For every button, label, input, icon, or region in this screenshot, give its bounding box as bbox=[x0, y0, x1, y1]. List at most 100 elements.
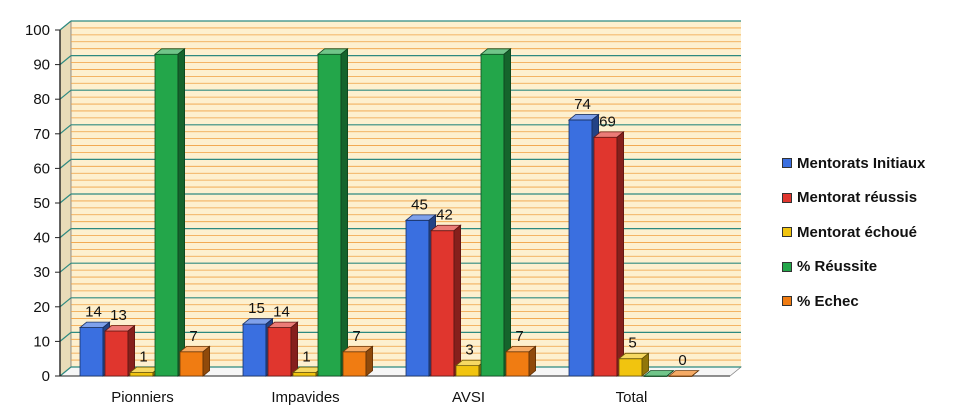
y-tick-label: 80 bbox=[33, 91, 50, 108]
bar-side bbox=[616, 131, 624, 377]
y-tick-label: 30 bbox=[33, 264, 50, 281]
gridline-side bbox=[59, 331, 72, 342]
gridline-side bbox=[59, 20, 72, 31]
gridline-side bbox=[59, 89, 72, 100]
bar bbox=[153, 47, 186, 377]
bars bbox=[78, 47, 700, 377]
bar-front bbox=[455, 365, 480, 377]
data-label: 69 bbox=[599, 113, 616, 130]
bar bbox=[178, 345, 211, 377]
data-label: 3 bbox=[465, 342, 473, 359]
bar-front bbox=[104, 330, 129, 377]
bar-side bbox=[290, 321, 299, 377]
bar bbox=[504, 345, 537, 377]
bar-front bbox=[505, 351, 530, 377]
legend-swatch bbox=[782, 192, 792, 203]
bar-front bbox=[179, 351, 204, 377]
bar-front bbox=[154, 53, 179, 377]
bar bbox=[266, 321, 299, 377]
legend-label: Mentorat réussis bbox=[797, 189, 918, 207]
bar bbox=[103, 324, 136, 377]
data-label: 14 bbox=[273, 304, 290, 321]
legend-item: Mentorat réussis bbox=[782, 181, 925, 216]
legend-item: Mentorats Initiaux bbox=[782, 146, 925, 181]
data-label: 0 bbox=[678, 352, 686, 369]
bar bbox=[316, 47, 349, 377]
data-label: 7 bbox=[515, 328, 523, 345]
y-tick-label: 0 bbox=[42, 368, 50, 385]
bar bbox=[429, 224, 462, 377]
gridline-side bbox=[59, 366, 72, 377]
legend-label: Mentorat échoué bbox=[797, 223, 918, 241]
bar-side bbox=[666, 370, 674, 377]
data-label: 42 bbox=[436, 207, 453, 224]
bar-front bbox=[618, 358, 643, 377]
y-tick-label: 100 bbox=[25, 22, 50, 39]
x-tick-label: Total bbox=[616, 389, 648, 406]
bar bbox=[617, 352, 650, 377]
bar-front bbox=[292, 372, 317, 377]
legend-item: % Réussite bbox=[782, 250, 925, 285]
bar-side bbox=[127, 324, 136, 377]
bar-side bbox=[453, 224, 462, 377]
y-tick-label: 50 bbox=[33, 195, 50, 212]
legend-swatch bbox=[782, 158, 792, 169]
legend: Mentorats Initiaux Mentorat réussis Mentor… bbox=[782, 146, 925, 319]
bar-front bbox=[405, 219, 430, 377]
data-label: 7 bbox=[352, 328, 360, 345]
bar-front bbox=[317, 53, 342, 377]
legend-label: Mentorats Initiaux bbox=[797, 154, 926, 172]
x-tick-label: Impavides bbox=[271, 389, 339, 406]
data-label: 1 bbox=[302, 349, 310, 366]
bar-side bbox=[202, 345, 211, 377]
bar-front bbox=[480, 53, 505, 377]
y-tick-label: 90 bbox=[33, 57, 50, 74]
bar-side bbox=[340, 47, 349, 377]
bar-front bbox=[129, 372, 154, 377]
bar bbox=[592, 131, 625, 377]
bar bbox=[667, 370, 700, 377]
bar-side bbox=[691, 370, 699, 377]
legend-swatch bbox=[782, 227, 792, 238]
data-label: 45 bbox=[411, 196, 428, 213]
data-label: 1 bbox=[139, 349, 147, 366]
bar-side bbox=[528, 345, 536, 377]
y-tick-label: 70 bbox=[33, 126, 50, 143]
bar-front bbox=[267, 327, 292, 377]
gridline-side bbox=[59, 124, 72, 135]
bar bbox=[642, 370, 675, 377]
data-label: 13 bbox=[110, 307, 127, 324]
data-label: 7 bbox=[189, 328, 197, 345]
bar-front bbox=[430, 230, 455, 377]
legend-label: % Réussite bbox=[797, 258, 878, 276]
legend-item: % Echec bbox=[782, 284, 925, 319]
data-label: 5 bbox=[628, 335, 636, 352]
y-tick-label: 20 bbox=[33, 299, 50, 316]
bar-front bbox=[568, 119, 593, 377]
bar-front bbox=[593, 136, 618, 377]
gridline-side bbox=[59, 158, 72, 169]
data-label: 14 bbox=[85, 304, 102, 321]
y-tick-label: 10 bbox=[33, 333, 50, 350]
legend-swatch bbox=[782, 296, 792, 307]
bar bbox=[479, 47, 512, 377]
bar bbox=[341, 345, 374, 377]
bar-side bbox=[177, 47, 186, 377]
bar-side bbox=[641, 352, 649, 377]
bar-side bbox=[365, 345, 374, 377]
gridline-side bbox=[59, 193, 72, 204]
legend-item: Mentorat échoué bbox=[782, 215, 925, 250]
y-tick-label: 60 bbox=[33, 160, 50, 177]
x-tick-label: AVSI bbox=[452, 389, 485, 406]
gridline-side bbox=[59, 297, 72, 308]
legend-swatch bbox=[782, 261, 792, 272]
data-label: 74 bbox=[574, 96, 591, 113]
gridline-side bbox=[59, 228, 72, 239]
gridline-side bbox=[59, 55, 72, 66]
legend-label: % Echec bbox=[797, 292, 859, 310]
data-labels: 14 13 1 7 15 14 1 7 45 42 3 7 74 69 5 0 bbox=[85, 96, 687, 369]
bar-front bbox=[342, 351, 367, 377]
